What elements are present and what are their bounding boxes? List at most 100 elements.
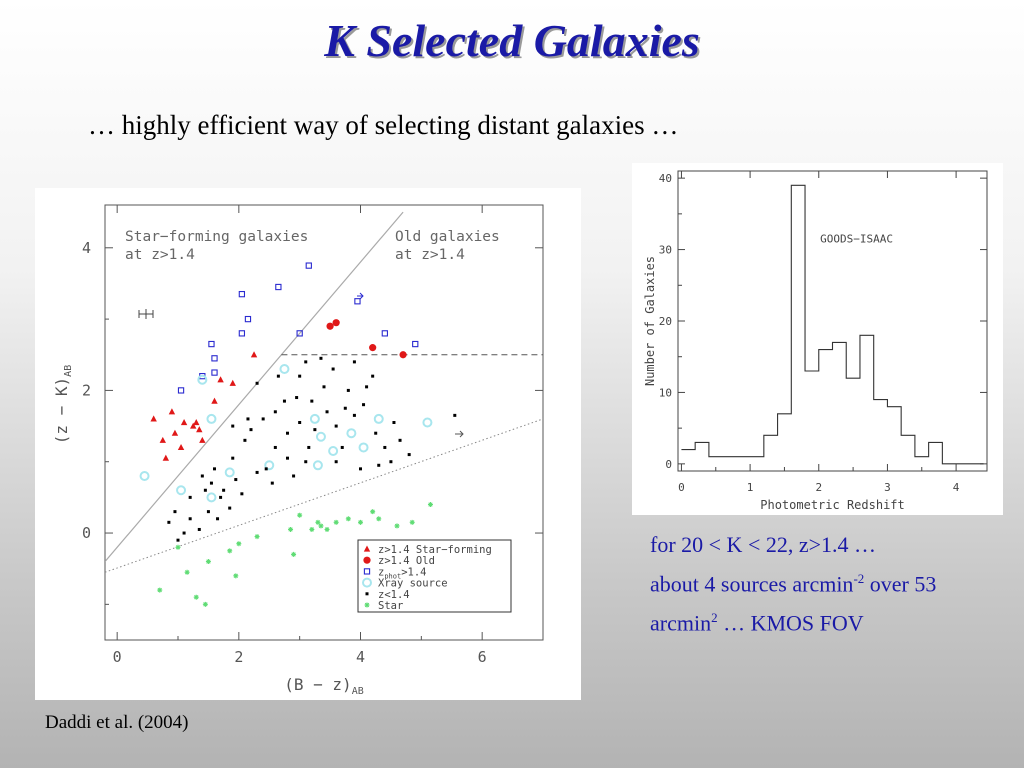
histogram-bin — [874, 400, 888, 464]
histogram-bin — [833, 342, 847, 463]
data-point-dot — [209, 481, 213, 485]
data-point-ring — [312, 460, 323, 471]
data-point-triangle — [150, 415, 157, 422]
data-point-dot — [362, 403, 366, 407]
data-point-square — [208, 340, 215, 348]
data-point-dot — [407, 453, 411, 457]
data-point-square — [211, 355, 218, 362]
stats-line-2-a: about 4 sources arcmin — [650, 571, 854, 597]
data-point-dot — [243, 438, 247, 442]
data-point-ring — [176, 485, 187, 496]
data-point-star — [309, 526, 315, 532]
citation: Daddi et al. (2004) — [45, 712, 189, 733]
histogram-bin — [709, 457, 723, 464]
data-point-circle — [369, 344, 377, 352]
data-point-star — [233, 573, 239, 579]
data-point-triangle — [168, 408, 176, 415]
histogram-bin — [764, 435, 778, 464]
series-circle — [326, 319, 407, 359]
data-point-circle — [332, 319, 340, 327]
series-triangle — [150, 351, 258, 461]
x-tick-label: 2 — [234, 648, 243, 666]
scatter-plot-area — [105, 211, 543, 607]
data-point-dot — [273, 410, 277, 414]
scatter-frame — [104, 204, 544, 641]
data-point-dot — [246, 417, 250, 421]
data-point-star — [370, 509, 376, 515]
data-point-dot — [365, 385, 369, 389]
data-point-dot — [282, 399, 286, 403]
x-tick-label: 4 — [356, 648, 365, 666]
hist-y-tick-label: 40 — [659, 172, 672, 185]
data-point-star — [318, 523, 324, 529]
data-point-ring — [206, 413, 217, 424]
histogram-bin — [846, 378, 860, 464]
data-point-triangle — [180, 419, 188, 426]
data-point-star — [184, 569, 190, 575]
data-point-dot — [304, 360, 308, 364]
region-label-star-forming: Star−forming galaxies — [125, 229, 308, 245]
data-point-square — [244, 315, 252, 323]
legend-label: z<1.4 — [378, 589, 410, 601]
data-point-ring — [279, 364, 290, 375]
data-point-star — [394, 523, 400, 529]
y-axis-label: (z − K)AB — [52, 365, 74, 444]
data-point-square — [412, 340, 419, 348]
legend-marker-circle — [363, 556, 371, 564]
data-point-dot — [392, 421, 396, 424]
stats-line-3: arcmin2 … KMOS FOV — [650, 601, 1018, 640]
data-point-star — [376, 516, 382, 522]
histogram-bin — [805, 371, 819, 464]
data-point-dot — [310, 399, 314, 403]
series-square — [177, 262, 419, 394]
data-point-ring — [224, 467, 235, 478]
legend-box — [357, 539, 512, 613]
data-point-ring — [264, 460, 275, 471]
source-density-text: for 20 < K < 22, z>1.4 … about 4 sources… — [650, 528, 1018, 641]
data-point-triangle — [196, 426, 203, 433]
data-point-triangle — [199, 436, 206, 443]
series-ring — [139, 364, 433, 503]
data-point-dot — [249, 428, 253, 432]
y-tick-label: 0 — [82, 524, 91, 542]
data-point-dot — [307, 445, 311, 449]
data-point-dot — [389, 460, 393, 464]
data-point-circle — [326, 322, 334, 330]
color-color-plot-panel: 0 2 4 6 0 2 4 (B − z)AB (z − K)AB Star−forming ga… — [35, 188, 581, 700]
data-point-dot — [352, 413, 356, 417]
histogram-bin — [681, 450, 695, 464]
data-point-dot — [231, 456, 235, 460]
data-point-triangle — [193, 419, 200, 426]
data-point-star — [409, 519, 415, 525]
data-point-star — [236, 541, 242, 547]
hist-x-tick-label: 1 — [747, 481, 754, 494]
hist-x-tick-label: 0 — [678, 481, 685, 494]
data-point-dot — [182, 531, 186, 535]
data-point-square — [177, 387, 185, 394]
data-point-star — [157, 587, 163, 593]
data-point-dot — [346, 388, 350, 392]
stats-line-2-sup: -2 — [853, 571, 865, 586]
data-point-dot — [298, 421, 302, 424]
histogram-bin — [887, 407, 901, 464]
data-point-ring — [197, 374, 208, 385]
data-point-dot — [216, 517, 220, 521]
histogram-bin — [860, 335, 874, 464]
data-point-dot — [325, 410, 329, 414]
data-point-dot — [219, 495, 223, 499]
data-point-square — [381, 330, 388, 337]
region-label-old-z: at z>1.4 — [395, 247, 465, 263]
star-forming-boundary-line — [105, 211, 404, 562]
data-point-star — [358, 519, 363, 525]
histogram-bin — [736, 457, 750, 464]
data-point-dot — [334, 424, 338, 428]
data-point-triangle — [171, 429, 179, 436]
error-bar-symbol — [138, 309, 154, 319]
data-point-star — [297, 512, 303, 518]
data-point-star — [227, 548, 233, 554]
stats-line-2-b: over 53 — [864, 571, 937, 597]
data-point-dot — [352, 360, 356, 364]
histogram-bin — [791, 185, 805, 464]
data-point-star — [345, 516, 351, 522]
